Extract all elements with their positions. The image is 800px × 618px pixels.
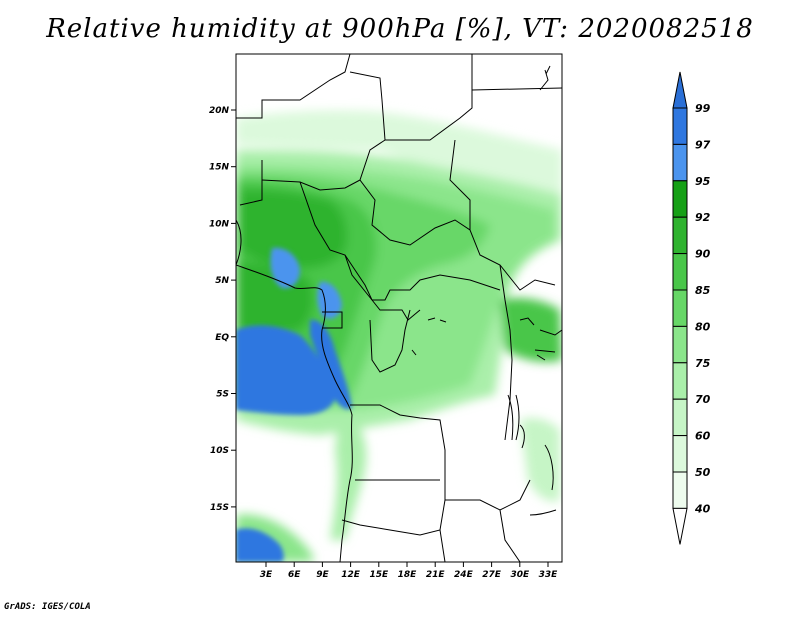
colorbar-label: 92 bbox=[695, 211, 711, 224]
colorbar-band bbox=[672, 180, 688, 218]
lat-tick-label: 5S bbox=[216, 390, 229, 400]
colorbar-band bbox=[672, 325, 688, 364]
colorbar-label: 90 bbox=[695, 248, 711, 261]
lat-tick-label: 15S bbox=[210, 503, 229, 513]
colorbar-label: 85 bbox=[695, 284, 711, 297]
humidity-field bbox=[236, 54, 562, 562]
lat-tick-label: 10N bbox=[209, 219, 230, 229]
lat-tick-label: 15N bbox=[209, 163, 230, 173]
lat-tick-label: EQ bbox=[215, 333, 229, 343]
colorbar-label: 80 bbox=[695, 320, 711, 333]
lat-tick-label: 10S bbox=[210, 446, 229, 456]
colorbar-label: 40 bbox=[694, 502, 711, 515]
colorbar: 99 97 95 92 90 85 80 75 70 60 50 40 bbox=[672, 71, 711, 545]
lon-tick-label: 3E bbox=[260, 570, 273, 580]
colorbar-band bbox=[672, 253, 688, 291]
colorbar-band bbox=[672, 398, 688, 437]
colorbar-label: 70 bbox=[695, 393, 711, 406]
lon-tick-label: 18E bbox=[398, 570, 418, 580]
colorbar-band bbox=[672, 289, 688, 327]
colorbar-band bbox=[672, 107, 688, 145]
grads-credit: GrADS: IGES/COLA bbox=[4, 602, 91, 612]
map-frame bbox=[235, 53, 563, 563]
colorbar-label: 50 bbox=[695, 466, 711, 479]
colorbar-top-arrow bbox=[672, 71, 688, 109]
lon-tick-label: 30E bbox=[510, 570, 530, 580]
lat-tick-label: 5N bbox=[215, 276, 229, 286]
lon-tick-label: 21E bbox=[426, 570, 446, 580]
colorbar-label: 60 bbox=[695, 430, 711, 443]
map-title: Relative humidity at 900hPa [%], VT: 202… bbox=[46, 14, 754, 44]
latitude-axis: 20N 15N 10N 5N EQ 5S 10S 15S bbox=[209, 106, 236, 513]
colorbar-band bbox=[672, 362, 688, 400]
colorbar-band bbox=[672, 216, 688, 255]
lon-tick-label: 6E bbox=[288, 570, 301, 580]
lon-tick-label: 27E bbox=[482, 570, 502, 580]
lon-tick-label: 12E bbox=[341, 570, 361, 580]
colorbar-label: 75 bbox=[695, 357, 711, 370]
colorbar-label: 99 bbox=[695, 102, 711, 115]
lon-tick-label: 33E bbox=[539, 570, 559, 580]
colorbar-label: 97 bbox=[695, 138, 711, 151]
colorbar-label: 95 bbox=[695, 175, 711, 188]
colorbar-band bbox=[672, 143, 688, 182]
longitude-axis: 3E 6E 9E 12E 15E 18E 21E 24E 27E 30E 33E bbox=[260, 562, 558, 580]
lat-tick-label: 20N bbox=[209, 106, 230, 116]
colorbar-bottom-arrow bbox=[672, 507, 688, 545]
country-borders bbox=[236, 54, 562, 562]
lon-tick-label: 15E bbox=[369, 570, 389, 580]
lon-tick-label: 24E bbox=[454, 570, 474, 580]
colorbar-band bbox=[672, 435, 688, 473]
colorbar-band bbox=[672, 471, 688, 509]
lon-tick-label: 9E bbox=[316, 570, 329, 580]
